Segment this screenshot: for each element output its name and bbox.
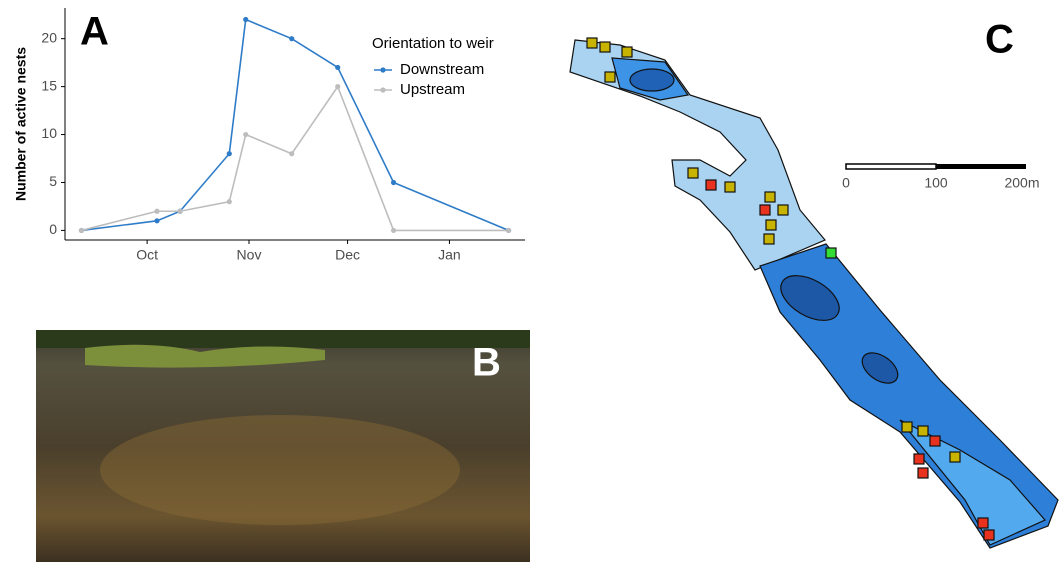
data-point xyxy=(289,36,295,42)
scale-label: 100 xyxy=(924,175,948,191)
data-point xyxy=(78,227,85,234)
data-point xyxy=(226,151,232,157)
data-point xyxy=(177,208,183,214)
map xyxy=(569,37,1059,549)
photo: B xyxy=(36,330,530,562)
panel-label: A xyxy=(80,10,109,54)
data-point xyxy=(505,227,512,234)
legend-label: Upstream xyxy=(400,81,465,98)
data-point xyxy=(390,227,397,234)
x-tick-label: Oct xyxy=(136,247,158,263)
y-tick-label: 15 xyxy=(41,77,57,93)
y-tick-label: 20 xyxy=(41,29,57,45)
data-point xyxy=(243,131,249,138)
x-tick-label: Jan xyxy=(438,247,461,263)
data-point xyxy=(289,151,295,157)
scale-label: 200m xyxy=(1004,175,1039,191)
legend-title: Orientation to weir xyxy=(372,35,494,52)
data-point xyxy=(390,179,397,186)
y-tick-label: 5 xyxy=(49,173,57,189)
x-tick-label: Dec xyxy=(335,247,360,263)
x-tick-label: Nov xyxy=(237,247,262,263)
data-point xyxy=(335,84,341,90)
legend-label: Downstream xyxy=(400,61,484,78)
y-tick-label: 10 xyxy=(41,125,57,141)
legend-marker xyxy=(380,87,386,93)
data-point xyxy=(243,16,249,23)
legend-marker xyxy=(380,67,386,73)
y-axis-label: Number of active nests xyxy=(13,47,29,201)
scale-bar: 0 100 200m xyxy=(842,163,1040,191)
y-tick-label: 0 xyxy=(49,221,57,237)
panel-label: C xyxy=(985,18,1014,62)
data-point xyxy=(226,199,232,205)
data-point xyxy=(335,64,341,71)
panel-label: B xyxy=(472,341,501,385)
scale-label: 0 xyxy=(842,175,850,191)
data-point xyxy=(154,218,160,224)
data-point xyxy=(154,208,160,214)
data-line xyxy=(81,84,509,232)
